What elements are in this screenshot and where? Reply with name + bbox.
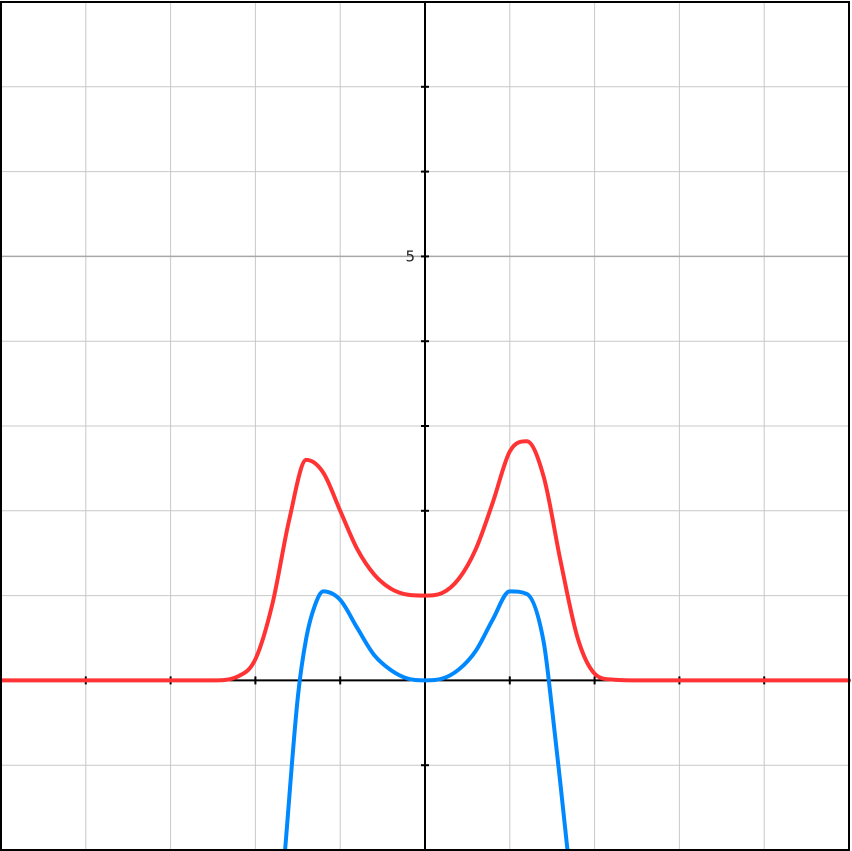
series-group — [0, 439, 851, 851]
y-tick-label: 5 — [405, 247, 415, 265]
series-line-1 — [0, 439, 851, 683]
series-line-2 — [283, 589, 570, 851]
axis-ticks — [84, 85, 766, 767]
tick-labels: 5 — [405, 247, 415, 265]
